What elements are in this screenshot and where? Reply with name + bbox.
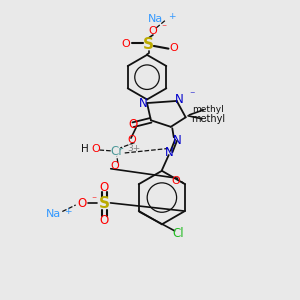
Text: N: N — [173, 134, 182, 147]
Text: N: N — [139, 97, 148, 110]
Text: S: S — [143, 37, 154, 52]
Text: O: O — [128, 118, 138, 131]
Text: O: O — [172, 176, 181, 186]
Text: O: O — [169, 43, 178, 53]
Text: O: O — [92, 144, 100, 154]
Text: methyl: methyl — [191, 114, 226, 124]
Text: O: O — [122, 39, 130, 49]
Text: +: + — [169, 12, 176, 21]
Text: H: H — [81, 144, 89, 154]
Text: ⁻: ⁻ — [91, 195, 96, 205]
Text: O: O — [99, 214, 109, 227]
Text: O: O — [110, 161, 119, 171]
Text: N: N — [165, 146, 174, 160]
Text: O: O — [78, 197, 87, 210]
Text: O: O — [148, 26, 157, 36]
Text: Cr: Cr — [111, 145, 124, 158]
Text: methyl: methyl — [205, 120, 210, 121]
Text: O: O — [127, 135, 136, 145]
Text: Na: Na — [148, 14, 164, 24]
Text: 3+: 3+ — [127, 144, 140, 153]
Text: N: N — [175, 93, 184, 106]
Text: +: + — [64, 207, 72, 216]
Text: Cl: Cl — [172, 227, 184, 240]
Text: ⁻: ⁻ — [189, 91, 194, 100]
Text: S: S — [98, 196, 110, 211]
Text: Na: Na — [46, 209, 61, 219]
Text: O: O — [99, 181, 109, 194]
Text: ⁻: ⁻ — [162, 23, 167, 33]
Text: methyl: methyl — [192, 105, 224, 114]
